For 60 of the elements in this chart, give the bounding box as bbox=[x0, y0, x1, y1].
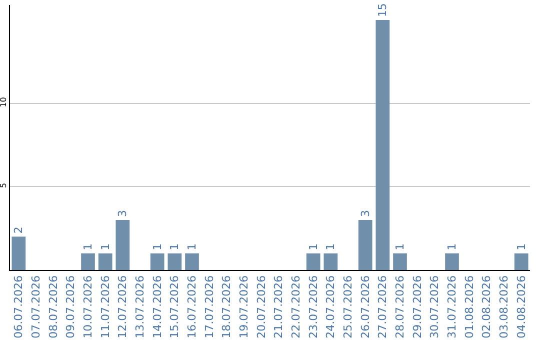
data-label: 1 bbox=[514, 243, 528, 250]
x-tick-label: 29.07.2026 bbox=[410, 275, 424, 338]
data-label: 15 bbox=[376, 3, 390, 17]
x-tick-label: 30.07.2026 bbox=[428, 275, 442, 338]
data-label: 1 bbox=[394, 243, 406, 250]
bar bbox=[98, 253, 112, 270]
data-label: 1 bbox=[98, 243, 112, 250]
x-tick-label: 20.07.2026 bbox=[254, 275, 268, 338]
x-tick-label: 06.07.2026 bbox=[12, 275, 26, 338]
x-tick-label: 22.07.2026 bbox=[290, 275, 303, 338]
data-label: 1 bbox=[150, 243, 164, 250]
x-tick-label: 04.08.2026 bbox=[514, 275, 528, 338]
x-tick-label: 12.07.2026 bbox=[116, 275, 130, 338]
x-tick-label: 26.07.2026 bbox=[358, 275, 372, 338]
x-tick-label: 31.07.2026 bbox=[446, 275, 459, 338]
x-tick-label: 15.07.2026 bbox=[168, 275, 182, 338]
x-tick-label: 14.07.2026 bbox=[150, 275, 164, 338]
x-tick-label: 25.07.2026 bbox=[342, 275, 355, 338]
bar bbox=[306, 253, 320, 270]
x-tick-label: 16.07.2026 bbox=[186, 275, 199, 338]
x-tick-label: 09.07.2026 bbox=[64, 275, 78, 338]
x-tick-label: 24.07.2026 bbox=[324, 275, 338, 338]
bar bbox=[185, 253, 199, 270]
y-tick-label: 5 bbox=[0, 182, 8, 188]
x-tick-label: 17.07.2026 bbox=[202, 275, 216, 338]
x-tick-label: 08.07.2026 bbox=[46, 275, 60, 338]
x-tick-label: 21.07.2026 bbox=[272, 275, 286, 338]
data-label: 1 bbox=[306, 243, 320, 250]
bar bbox=[514, 253, 528, 270]
bar bbox=[358, 220, 372, 270]
bar bbox=[150, 253, 164, 270]
bar bbox=[324, 253, 338, 270]
x-tick-label: 27.07.2026 bbox=[376, 275, 390, 338]
data-label: 3 bbox=[358, 210, 372, 217]
bar bbox=[12, 236, 26, 270]
data-label: 1 bbox=[446, 243, 458, 250]
bar bbox=[168, 253, 182, 270]
x-tick-label: 13.07.2026 bbox=[134, 275, 147, 338]
bar bbox=[445, 253, 459, 270]
bar bbox=[116, 220, 130, 270]
x-tick-label: 28.07.2026 bbox=[394, 275, 407, 338]
data-label: 1 bbox=[186, 243, 198, 250]
x-tick-label: 18.07.2026 bbox=[220, 275, 234, 338]
data-label: 1 bbox=[168, 243, 182, 250]
x-tick-label: 03.08.2026 bbox=[498, 275, 511, 338]
x-tick-label: 10.07.2026 bbox=[82, 275, 95, 338]
x-tick-label: 23.07.2026 bbox=[306, 275, 320, 338]
data-label: 3 bbox=[116, 210, 130, 217]
x-tick-label: 07.07.2026 bbox=[30, 275, 43, 338]
bar bbox=[376, 20, 390, 270]
data-label: 1 bbox=[324, 243, 338, 250]
x-tick-label: 01.08.2026 bbox=[462, 275, 476, 338]
bar bbox=[81, 253, 95, 270]
data-label: 2 bbox=[12, 226, 26, 234]
bar bbox=[393, 253, 407, 270]
x-tick-label: 11.07.2026 bbox=[98, 275, 112, 338]
y-tick-label: 10 bbox=[0, 97, 8, 108]
x-tick-label: 19.07.2026 bbox=[238, 275, 251, 338]
x-tick-label: 02.08.2026 bbox=[480, 275, 494, 338]
data-label: 1 bbox=[82, 243, 94, 250]
